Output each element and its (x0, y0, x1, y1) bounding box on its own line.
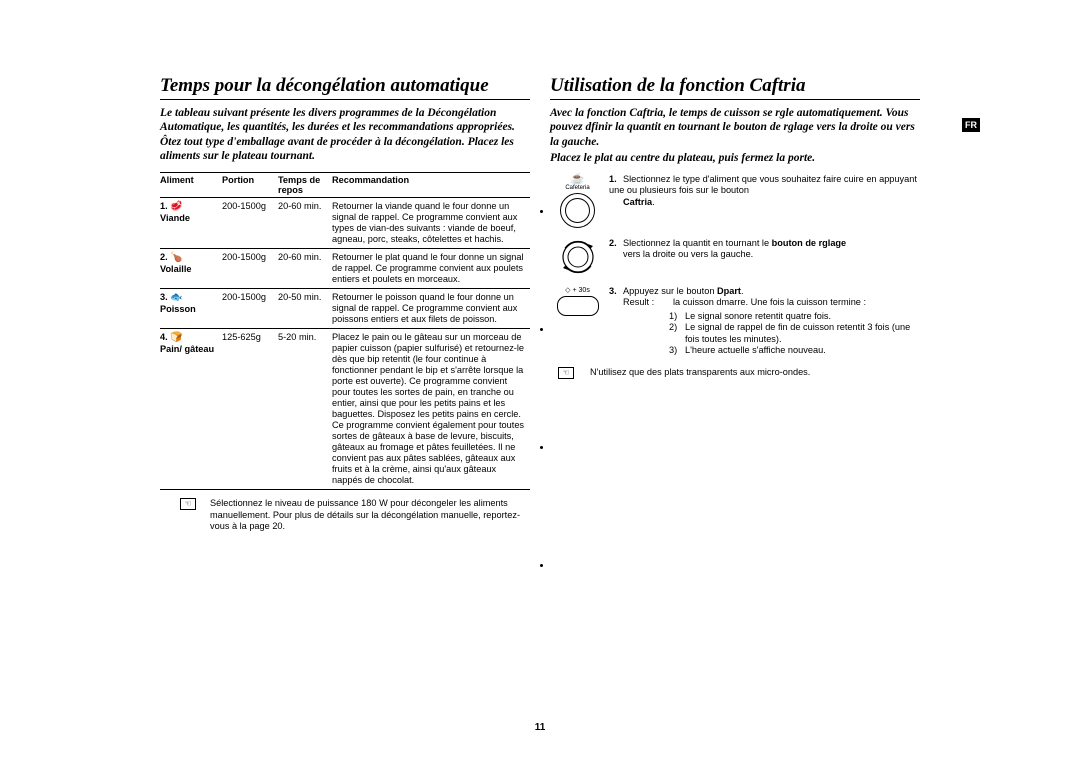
fish-icon: 🐟 (170, 292, 182, 303)
left-intro: Le tableau suivant présente les divers p… (160, 106, 530, 164)
left-note: ☜ Sélectionnez le niveau de puissance 18… (160, 498, 530, 533)
th-portion: Portion (222, 172, 278, 197)
right-title: Utilisation de la fonction Caftria (550, 75, 920, 100)
note-icon: ☜ (558, 367, 574, 379)
left-column: Temps pour la décongélation automatique … (160, 75, 530, 533)
page-number: 11 (535, 722, 546, 733)
meat-icon: 🥩 (170, 201, 182, 212)
dial-icon (560, 193, 595, 228)
right-intro-2: Placez le plat au centre du plateau, pui… (550, 151, 920, 165)
poultry-icon: 🍗 (170, 252, 182, 263)
cafeteria-label: Cafeteria (550, 185, 605, 191)
note-icon: ☜ (180, 498, 196, 510)
bread-icon: 🍞 (170, 332, 182, 343)
table-row: 2. 🍗Volaille 200-1500g 20-60 min. Retour… (160, 248, 530, 288)
step-1: ☕ Cafeteria 1.Slectionnez le type d'alim… (550, 174, 920, 228)
column-separator (540, 210, 544, 560)
right-intro-1: Avec la fonction Caftria, le temps de cu… (550, 106, 920, 149)
start-button-icon (557, 296, 599, 316)
rotary-dial-icon (559, 238, 597, 276)
start-label: ◇ + 30s (550, 286, 605, 294)
result-label: Result : (623, 297, 673, 309)
step-3: ◇ + 30s 3.Appuyez sur le bouton Dpart. R… (550, 286, 920, 357)
th-aliment: Aliment (160, 172, 222, 197)
table-row: 4. 🍞Pain/ gâteau 125-625g 5-20 min. Plac… (160, 328, 530, 489)
defrost-table: Aliment Portion Temps de repos Recommand… (160, 172, 530, 491)
result-sublist: 1)Le signal sonore retentit quatre fois.… (609, 311, 920, 357)
right-note: ☜ N'utilisez que des plats transparents … (550, 367, 920, 379)
left-title: Temps pour la décongélation automatique (160, 75, 530, 100)
th-rec: Recommandation (332, 172, 530, 197)
step-2: 2.Slectionnez la quantit en tournant le … (550, 238, 920, 276)
table-row: 3. 🐟Poisson 200-1500g 20-50 min. Retourn… (160, 288, 530, 328)
cup-icon: ☕ (550, 174, 605, 185)
table-row: 1. 🥩Viande 200-1500g 20-60 min. Retourne… (160, 197, 530, 248)
th-temps: Temps de repos (278, 172, 332, 197)
right-column: Utilisation de la fonction Caftria Avec … (550, 75, 920, 533)
